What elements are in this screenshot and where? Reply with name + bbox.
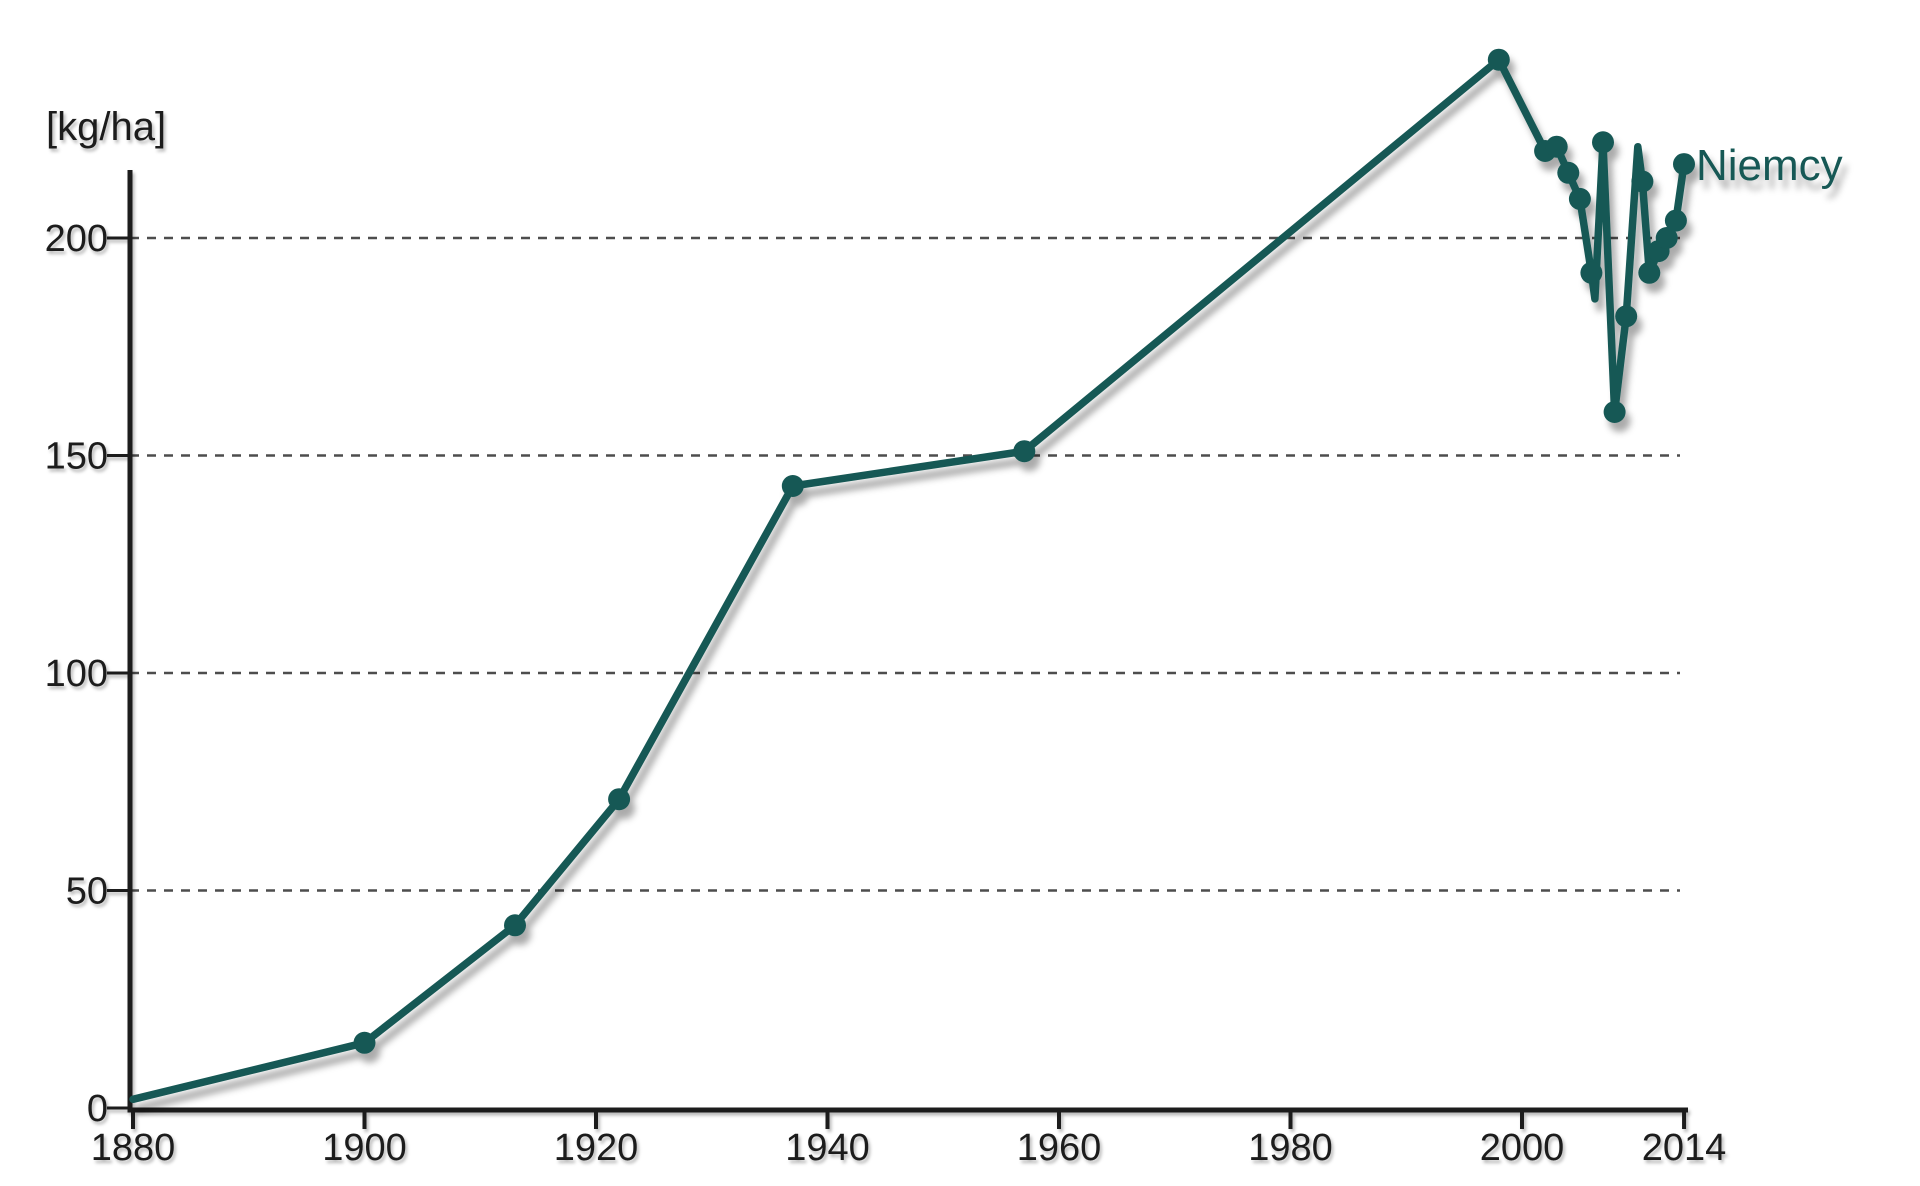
y-tick-marks xyxy=(107,236,128,1110)
data-point-2010.4 xyxy=(1631,170,1654,193)
x-tick-label-1960: 1960 xyxy=(1017,1127,1102,1169)
data-point-2013.3 xyxy=(1664,209,1687,232)
data-point-1957 xyxy=(1013,440,1036,463)
y-tick-label-100: 100 xyxy=(45,653,108,695)
x-tick-label-1900: 1900 xyxy=(322,1127,407,1169)
data-point-2011 xyxy=(1638,261,1661,284)
data-point-2003 xyxy=(1545,135,1568,158)
data-point-2012.5 xyxy=(1655,227,1678,249)
x-tick-label-1940: 1940 xyxy=(785,1127,870,1169)
data-point-2005 xyxy=(1568,187,1591,210)
y-tick-labels: 0 50 100 150 200 xyxy=(45,218,108,1130)
x-tick-label-1880: 1880 xyxy=(91,1127,176,1169)
data-point-2014 xyxy=(1673,153,1695,176)
niemcy-series-line xyxy=(129,55,1688,1104)
x-tick-label-1980: 1980 xyxy=(1248,1127,1333,1169)
data-point-1900 xyxy=(353,1031,376,1054)
y-tick-label-200: 200 xyxy=(45,218,108,260)
niemcy-data-point-markers xyxy=(353,48,1695,1054)
data-point-2008 xyxy=(1603,401,1626,423)
y-tick-label-150: 150 xyxy=(45,436,108,478)
y-tick-label-50: 50 xyxy=(66,871,108,913)
x-tick-label-1920: 1920 xyxy=(554,1127,639,1169)
y-axis-unit-label: [kg/ha] xyxy=(46,105,166,149)
data-point-2006 xyxy=(1580,261,1603,284)
data-point-2009 xyxy=(1615,305,1638,328)
y-tick-label-0: 0 xyxy=(87,1088,108,1130)
gridlines xyxy=(130,236,1680,892)
data-point-2007 xyxy=(1592,131,1614,154)
data-point-1913 xyxy=(504,914,526,937)
data-point-1937 xyxy=(781,475,804,497)
series-label-niemcy: Niemcy xyxy=(1696,141,1843,190)
x-tick-marks xyxy=(131,1110,1687,1129)
x-tick-label-2014: 2014 xyxy=(1642,1127,1727,1169)
x-tick-labels: 1880 1900 1920 1940 1960 1980 2000 2014 xyxy=(91,1127,1727,1169)
x-tick-label-2000: 2000 xyxy=(1480,1127,1565,1169)
data-point-1998 xyxy=(1487,48,1510,71)
data-point-1922 xyxy=(608,788,631,811)
data-point-2004 xyxy=(1557,161,1580,184)
